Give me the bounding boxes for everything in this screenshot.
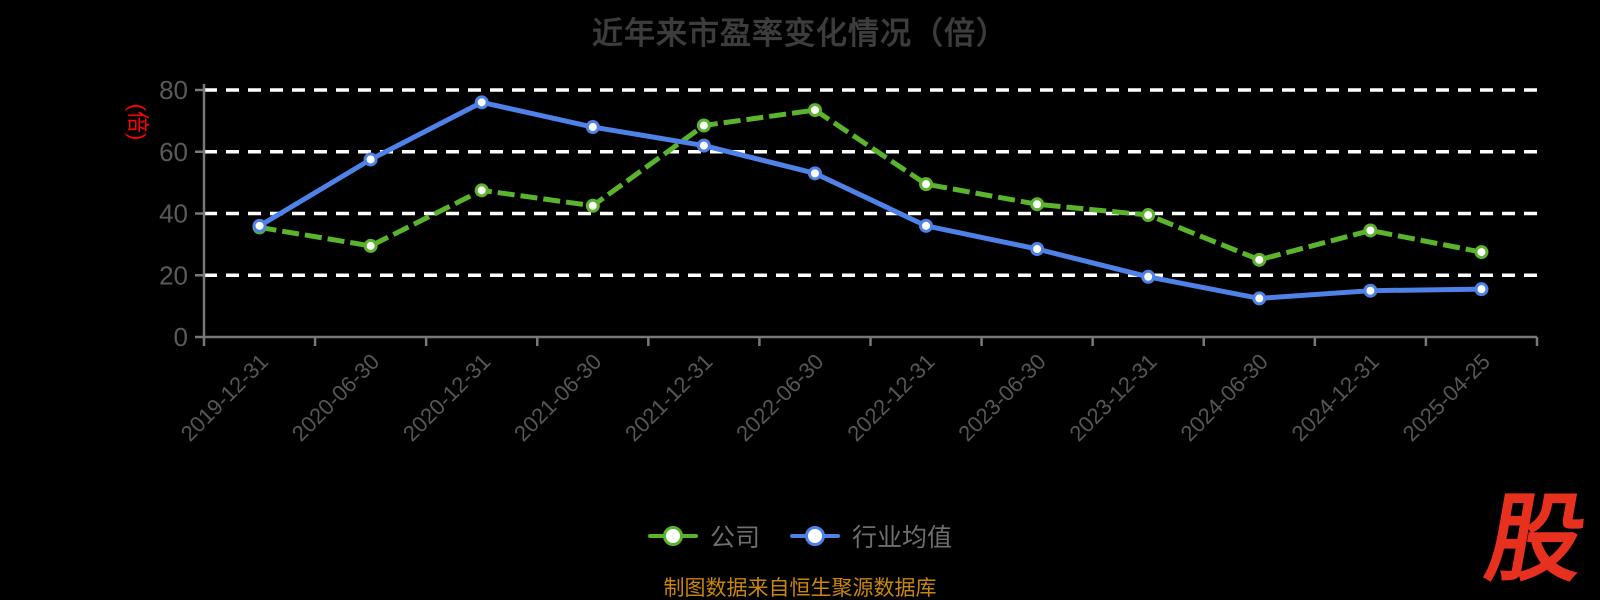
company-series-line (259, 107, 1482, 263)
company-data-point[interactable] (363, 238, 378, 253)
company-data-point[interactable] (807, 103, 822, 118)
industry-average-data-point[interactable] (363, 152, 378, 167)
industry-average-data-point[interactable] (696, 138, 711, 153)
company-data-point[interactable] (919, 177, 934, 192)
industry-average-data-point[interactable] (1141, 269, 1156, 284)
company-data-point[interactable] (1252, 252, 1267, 267)
industry-average-data-point[interactable] (807, 166, 822, 181)
legend-label-industry-average: 行业均值 (852, 524, 953, 552)
industry-average-data-point[interactable] (1474, 282, 1489, 297)
y-tick-label: 0 (174, 322, 188, 352)
chart-legend: 公司 行业均值 (0, 518, 1600, 554)
x-tick-label: 2025-04-25 (1398, 349, 1495, 446)
company-data-point[interactable] (474, 183, 489, 198)
industry-average-data-point[interactable] (919, 218, 934, 233)
data-source-note: 制图数据来自恒生聚源数据库 (663, 577, 937, 600)
company-data-point[interactable] (1363, 223, 1378, 238)
x-tick-label: 2021-06-30 (509, 349, 606, 446)
x-tick-label: 2021-12-31 (620, 349, 717, 446)
y-tick-label: 20 (159, 260, 188, 290)
gu-stock-watermark-logo: 股 (1478, 486, 1594, 593)
industry-average-series-marker-icon (790, 525, 840, 547)
y-tick-label: 40 (159, 199, 188, 229)
industry-average-data-point[interactable] (1363, 283, 1378, 298)
company-data-point[interactable] (1030, 197, 1045, 212)
y-tick-label: 80 (159, 75, 188, 105)
legend-label-company: 公司 (709, 524, 760, 552)
x-tick-label: 2024-12-31 (1287, 349, 1384, 446)
industry-average-data-point[interactable] (1030, 242, 1045, 257)
x-tick-label: 2023-12-31 (1064, 349, 1161, 446)
company-data-point[interactable] (1474, 245, 1489, 260)
x-tick-label: 2022-06-30 (731, 349, 828, 446)
company-data-point[interactable] (585, 198, 600, 213)
industry-average-data-point[interactable] (252, 218, 267, 233)
industry-average-series-line (258, 99, 1482, 301)
industry-average-data-point[interactable] (585, 120, 600, 135)
x-tick-label: 2019-12-31 (176, 349, 273, 446)
chart-title: 近年来市盈率变化情况（倍） (592, 16, 1008, 51)
x-tick-label: 2024-06-30 (1176, 349, 1273, 446)
legend-item-company[interactable]: 公司 (647, 518, 760, 554)
industry-average-data-point[interactable] (1252, 291, 1267, 306)
y-tick-label: 60 (159, 137, 188, 167)
industry-average-data-point[interactable] (474, 95, 489, 110)
x-tick-label: 2020-06-30 (287, 349, 384, 446)
company-data-point[interactable] (1141, 208, 1156, 223)
legend-item-industry-average[interactable]: 行业均值 (790, 518, 952, 554)
company-series-marker-icon (647, 525, 698, 547)
x-tick-label: 2022-12-31 (842, 349, 939, 446)
company-data-point[interactable] (696, 118, 711, 133)
x-tick-label: 2023-06-30 (953, 349, 1050, 446)
x-tick-label: 2020-12-31 (398, 349, 495, 446)
